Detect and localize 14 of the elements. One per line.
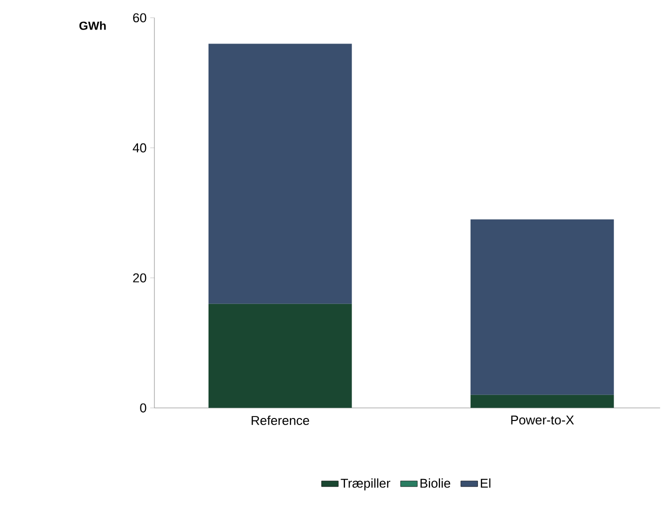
legend-label: Træpiller xyxy=(340,478,390,490)
bar xyxy=(470,219,614,395)
y-axis-title: GWh xyxy=(79,21,106,30)
y-tick-label: 40 xyxy=(132,143,146,152)
x-tick-label: Reference xyxy=(252,415,310,425)
legend-label: Biolie xyxy=(420,478,450,488)
y-tick-label: 60 xyxy=(133,13,146,22)
y-tick-label: 20 xyxy=(133,273,146,282)
legend-label: El xyxy=(480,478,490,488)
bar xyxy=(208,304,352,408)
y-tick-label: 0 xyxy=(140,403,146,412)
x-tick-label: Power-to-X xyxy=(511,415,574,424)
bar xyxy=(208,44,352,304)
bar xyxy=(470,394,614,408)
